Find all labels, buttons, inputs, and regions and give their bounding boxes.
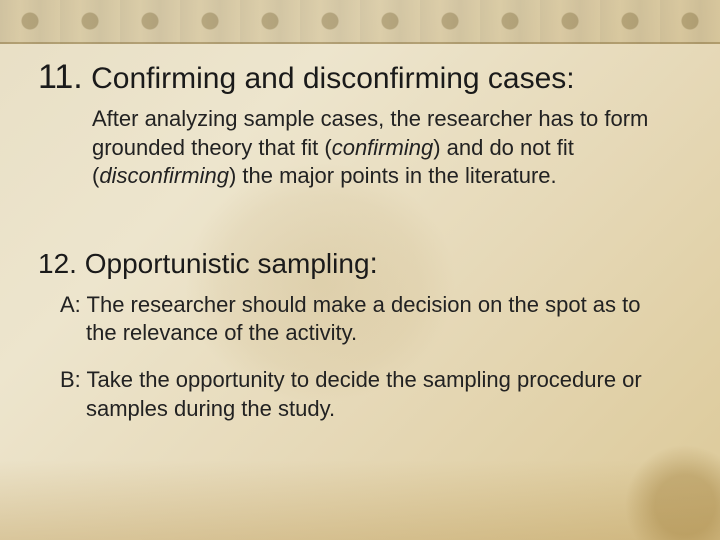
- section-12-item-a-label: A:: [60, 292, 81, 317]
- section-11-body: After analyzing sample cases, the resear…: [92, 105, 650, 191]
- decorative-bottom-fade: [0, 460, 720, 540]
- section-12-item-b-label: B:: [60, 367, 81, 392]
- section-12-item-a-text: The researcher should make a decision on…: [86, 292, 641, 346]
- section-12-colon: :: [370, 247, 378, 280]
- section-12-body: A: The researcher should make a decision…: [60, 291, 660, 423]
- section-12-item-b-text: Take the opportunity to decide the sampl…: [86, 367, 642, 421]
- section-12-item-b: B: Take the opportunity to decide the sa…: [60, 366, 660, 423]
- section-12-number: 12.: [38, 248, 77, 279]
- section-12-title: Opportunistic sampling: [85, 248, 370, 279]
- section-11-em-confirming: confirming: [332, 135, 433, 160]
- section-11-title: Confirming and disconfirming cases:: [91, 62, 575, 95]
- section-11-em-disconfirming: disconfirming: [99, 163, 229, 188]
- section-12-heading: 12. Opportunistic sampling:: [38, 247, 720, 281]
- slide-content: 11. Confirming and disconfirming cases: …: [0, 50, 720, 441]
- section-11-heading: 11. Confirming and disconfirming cases:: [38, 58, 720, 97]
- slide: 11. Confirming and disconfirming cases: …: [0, 0, 720, 540]
- decorative-top-border: [0, 0, 720, 44]
- section-11-body-post: ) the major points in the literature.: [229, 163, 557, 188]
- section-11-number: 11.: [38, 58, 83, 96]
- section-12-item-a: A: The researcher should make a decision…: [60, 291, 660, 348]
